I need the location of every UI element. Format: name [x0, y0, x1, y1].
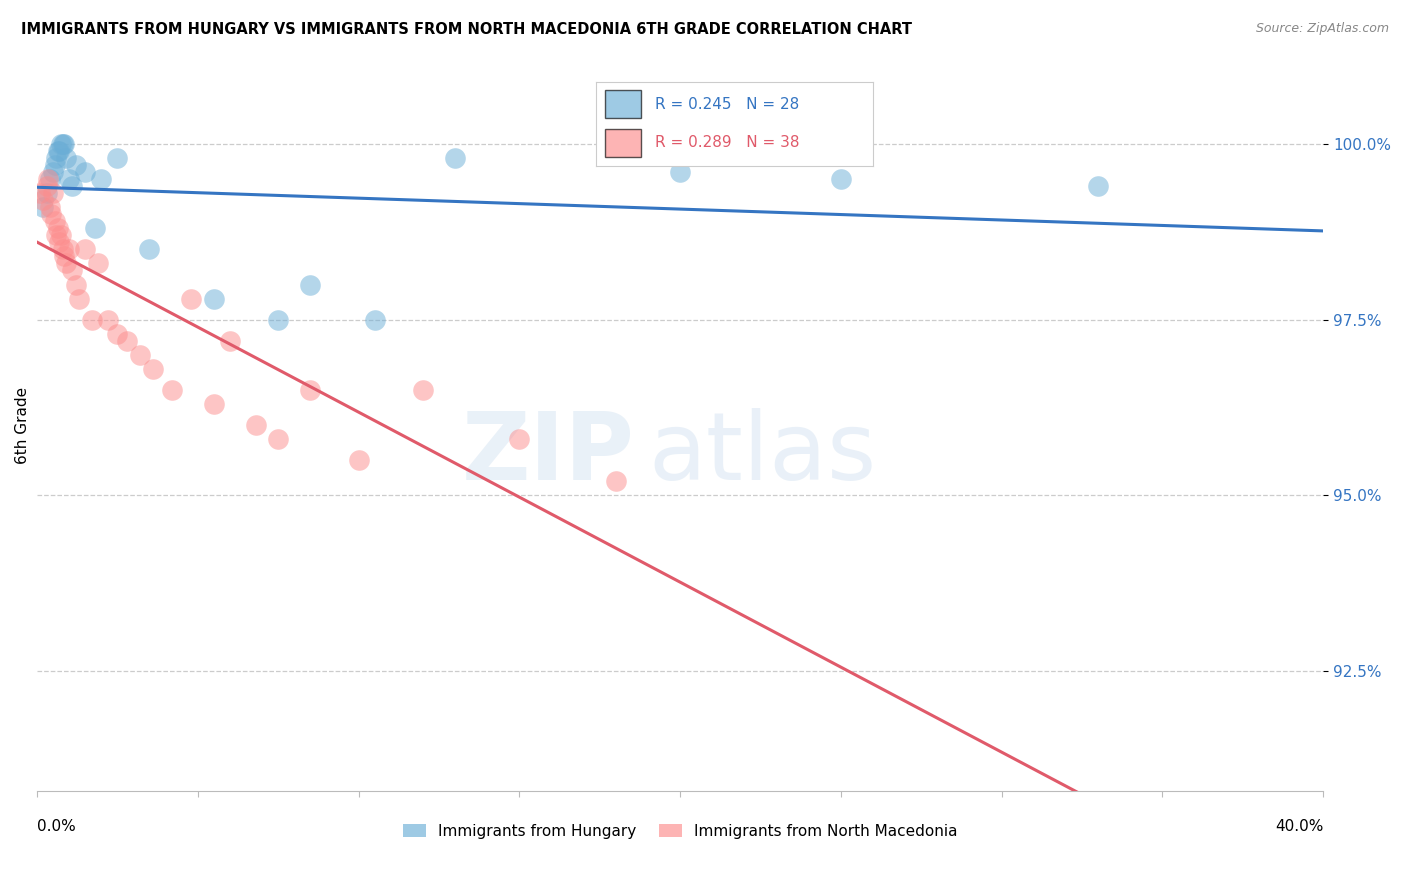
Point: [1087, 179, 1109, 194]
Point: [35, 179, 58, 194]
Point: [55, 151, 77, 165]
Text: Source: ZipAtlas.com: Source: ZipAtlas.com: [1256, 22, 1389, 36]
Point: [347, 453, 370, 467]
Point: [46, 144, 69, 158]
Text: IMMIGRANTS FROM HUNGARY VS IMMIGRANTS FROM NORTH MACEDONIA 6TH GRADE CORRELATION: IMMIGRANTS FROM HUNGARY VS IMMIGRANTS FR…: [21, 22, 912, 37]
Point: [80, 312, 103, 326]
Point: [35, 186, 58, 201]
Point: [75, 165, 97, 179]
Point: [267, 312, 290, 326]
Point: [299, 383, 322, 397]
Point: [44, 214, 66, 228]
Point: [219, 334, 242, 348]
Point: [180, 292, 202, 306]
Point: [53, 249, 76, 263]
Point: [49, 228, 72, 243]
Point: [48, 235, 70, 250]
Point: [65, 158, 87, 172]
Point: [605, 475, 627, 489]
Text: ZIP: ZIP: [463, 409, 636, 500]
Point: [245, 418, 267, 433]
Point: [160, 383, 183, 397]
Point: [45, 228, 67, 243]
Point: [65, 277, 87, 292]
Point: [138, 243, 160, 257]
Point: [202, 397, 225, 411]
Point: [32, 193, 55, 207]
Point: [299, 277, 322, 292]
Text: atlas: atlas: [648, 409, 876, 500]
Point: [87, 256, 110, 270]
Point: [48, 144, 70, 158]
Point: [42, 165, 65, 179]
Point: [58, 172, 80, 186]
Point: [90, 172, 112, 186]
Point: [67, 292, 90, 306]
Point: [412, 383, 434, 397]
Point: [32, 200, 55, 214]
Point: [508, 432, 530, 446]
Point: [37, 172, 59, 186]
Point: [38, 200, 60, 214]
Point: [142, 362, 165, 376]
Point: [75, 243, 97, 257]
Point: [444, 151, 467, 165]
Point: [363, 312, 385, 326]
Point: [38, 172, 60, 186]
Y-axis label: 6th Grade: 6th Grade: [15, 386, 30, 464]
Point: [83, 221, 105, 235]
Point: [58, 243, 80, 257]
Point: [60, 263, 83, 277]
Text: 0.0%: 0.0%: [37, 819, 76, 834]
Point: [60, 179, 83, 194]
Point: [44, 158, 66, 172]
Point: [46, 221, 69, 235]
Point: [105, 151, 128, 165]
Point: [42, 186, 65, 201]
Point: [53, 136, 76, 151]
Point: [202, 292, 225, 306]
Point: [41, 207, 63, 221]
Legend: Immigrants from Hungary, Immigrants from North Macedonia: Immigrants from Hungary, Immigrants from…: [396, 818, 963, 845]
Point: [267, 432, 290, 446]
Text: 40.0%: 40.0%: [1275, 819, 1323, 834]
Point: [49, 136, 72, 151]
Point: [55, 256, 77, 270]
Point: [105, 326, 128, 341]
Point: [115, 334, 138, 348]
Point: [128, 348, 150, 362]
Point: [52, 136, 75, 151]
Point: [97, 312, 120, 326]
Point: [30, 186, 52, 201]
Point: [45, 151, 67, 165]
Point: [830, 172, 852, 186]
Point: [669, 165, 692, 179]
Point: [52, 243, 75, 257]
